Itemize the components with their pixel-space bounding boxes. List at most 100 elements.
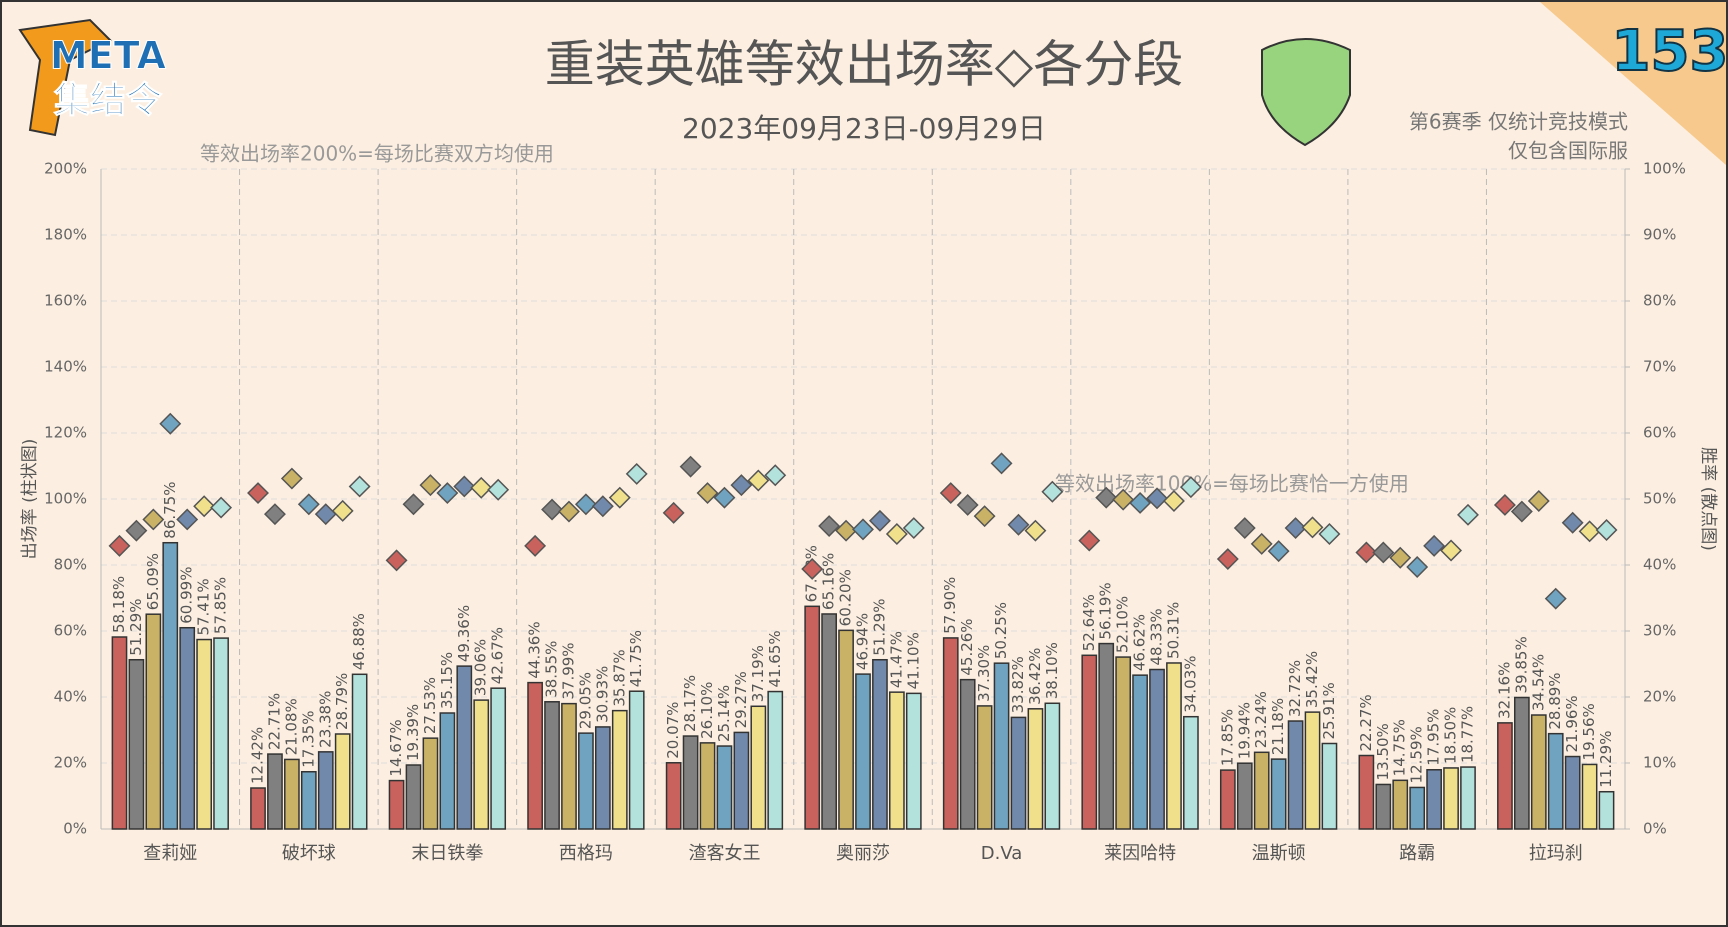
value-label: 50.31% — [1164, 602, 1182, 659]
win-rate-point — [314, 503, 337, 526]
win-rate-point — [1406, 556, 1429, 578]
win-rate-point — [1355, 541, 1378, 564]
x-tick-label: 末日铁拳 — [411, 843, 483, 864]
bar — [1460, 766, 1476, 830]
y2-tick-label: 50% — [1643, 490, 1676, 508]
win-rate-point — [385, 549, 408, 572]
bar — [284, 758, 300, 830]
bar — [267, 753, 283, 830]
bar — [1564, 755, 1581, 830]
win-rate-point — [1527, 490, 1550, 512]
bar — [1183, 715, 1199, 830]
value-label: 46.62% — [1131, 614, 1149, 671]
bar — [1132, 674, 1148, 830]
value-label: 65.16% — [820, 553, 838, 610]
bar — [527, 681, 543, 830]
bar — [1426, 769, 1442, 830]
value-label: 60.20% — [837, 569, 855, 626]
corner — [1540, 2, 1726, 165]
win-rate-point — [1216, 548, 1239, 571]
win-rate-point — [348, 475, 371, 498]
value-label: 23.38% — [316, 691, 334, 748]
value-label: 34.03% — [1181, 655, 1199, 712]
value-label: 17.95% — [1425, 709, 1443, 766]
bar — [905, 692, 922, 830]
chart-subtitle: 2023年09月23日-09月29日 — [682, 112, 1046, 145]
y-tick-label: 180% — [44, 226, 87, 244]
y2-tick-label: 80% — [1643, 292, 1676, 310]
win-rate-point — [574, 493, 597, 516]
win-rate-point — [297, 493, 320, 516]
y2-tick-label: 100% — [1643, 160, 1686, 178]
win-rate-point — [176, 508, 199, 531]
value-label: 14.75% — [1391, 719, 1409, 776]
win-rate-point — [1301, 516, 1324, 539]
y-tick-label: 160% — [44, 292, 87, 310]
bar — [855, 673, 871, 830]
win-rate-point — [625, 462, 648, 485]
win-rate-point — [1423, 534, 1446, 557]
value-label: 32.16% — [1495, 662, 1513, 719]
win-rate-point — [835, 519, 858, 542]
bar — [1497, 722, 1513, 830]
bar — [300, 770, 317, 830]
win-rate-point — [558, 500, 580, 523]
bar — [145, 613, 162, 830]
value-label: 22.71% — [265, 693, 283, 750]
value-label: 19.94% — [1235, 702, 1253, 759]
value-label: 51.29% — [870, 599, 888, 656]
y-axis-label: 出场率 (柱状图) — [20, 439, 40, 560]
logo-text: META — [50, 34, 167, 78]
value-label: 18.50% — [1442, 707, 1460, 764]
bar — [1149, 668, 1165, 830]
bar — [1166, 662, 1182, 830]
bar — [1236, 762, 1253, 830]
value-label: 45.26% — [958, 618, 976, 675]
win-rate-point — [1544, 587, 1567, 610]
value-label: 65.09% — [144, 553, 162, 610]
y-tick-label: 140% — [44, 358, 87, 376]
value-label: 46.88% — [350, 613, 368, 670]
bar — [473, 699, 490, 830]
win-rate-point — [939, 482, 962, 505]
bar — [821, 613, 837, 830]
value-label: 39.85% — [1512, 636, 1530, 693]
bar — [1321, 742, 1338, 830]
win-rate-point — [1007, 513, 1030, 536]
bar — [682, 735, 699, 830]
win-rate-point — [108, 534, 131, 557]
value-label: 12.59% — [1408, 726, 1426, 783]
value-label: 17.35% — [299, 711, 317, 768]
x-tick-label: 拉玛刹 — [1529, 843, 1583, 864]
value-label: 23.24% — [1252, 691, 1270, 748]
win-rate-point — [764, 464, 787, 487]
win-rate-point — [1024, 519, 1047, 542]
y-tick-label: 0% — [63, 820, 87, 838]
y-tick-label: 20% — [54, 754, 87, 772]
win-rate-point — [868, 509, 891, 532]
bar — [959, 678, 976, 830]
x-tick-label: D.Va — [981, 843, 1023, 864]
win-rate-point — [591, 495, 614, 518]
shield-icon — [1261, 38, 1351, 147]
win-rate-point — [419, 474, 442, 497]
value-label: 56.19% — [1097, 582, 1115, 639]
bar — [1581, 763, 1598, 830]
y2-axis-label: 胜率 (散点图) — [1698, 447, 1718, 551]
bar — [1304, 711, 1321, 830]
y-tick-label: 120% — [44, 424, 87, 442]
bar — [1010, 716, 1027, 830]
value-label: 51.29% — [127, 599, 145, 656]
win-rate-point — [1112, 488, 1135, 511]
value-label: 12.42% — [249, 727, 267, 784]
y-tick-label: 80% — [54, 556, 87, 574]
y-tick-label: 40% — [54, 688, 87, 706]
value-label: 29.27% — [732, 671, 750, 728]
value-label: 42.67% — [489, 627, 507, 684]
value-label: 41.10% — [904, 632, 922, 689]
y2-tick-label: 60% — [1643, 424, 1676, 442]
bar — [490, 687, 507, 830]
value-label: 25.14% — [715, 685, 733, 742]
chart-title: 重装英雄等效出场率◇各分段 — [545, 36, 1183, 94]
value-label: 19.56% — [1580, 703, 1598, 760]
